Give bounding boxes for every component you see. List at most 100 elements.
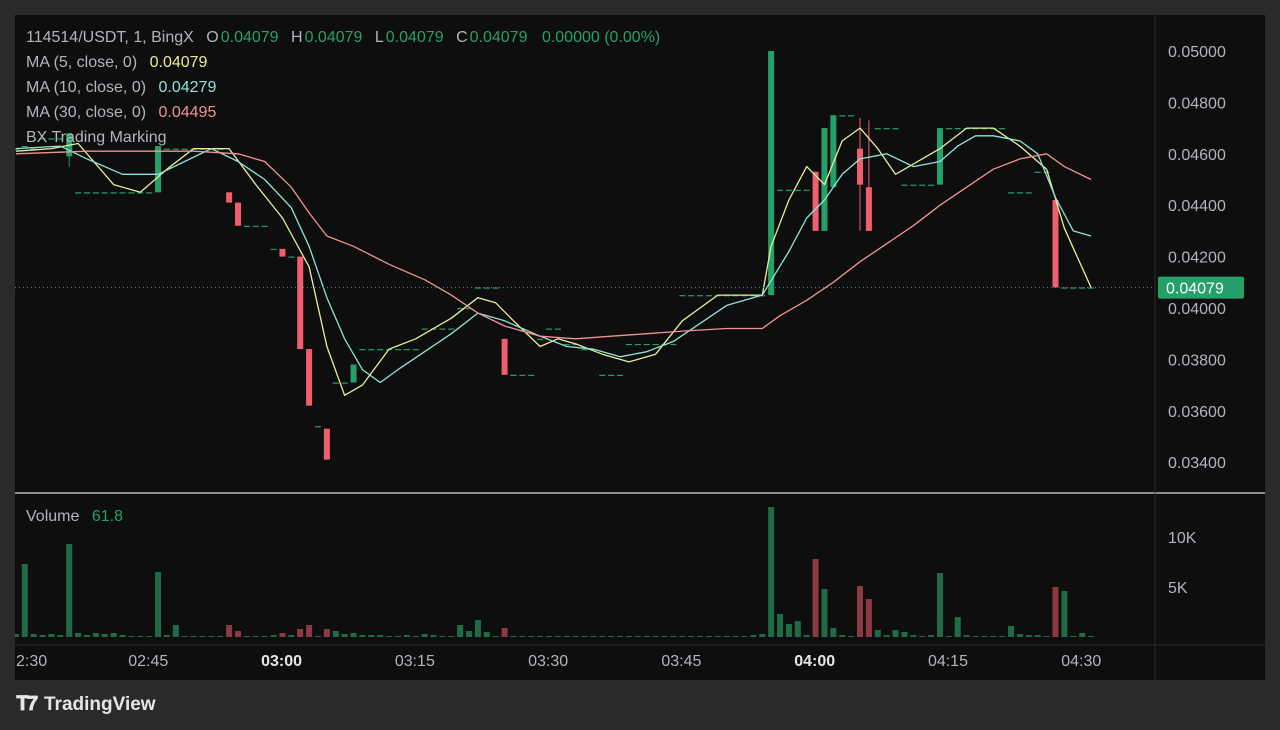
candle-body xyxy=(30,148,37,150)
candle-body xyxy=(501,338,508,375)
ma30-value: 0.04495 xyxy=(158,104,217,121)
volume-bar xyxy=(990,636,997,637)
volume-bar xyxy=(403,635,410,637)
ma30-label: MA (30, close, 0) xyxy=(26,104,147,121)
candle-body xyxy=(1052,200,1059,288)
volume-bar xyxy=(368,635,375,637)
volume-bar xyxy=(306,625,313,637)
candle-body xyxy=(697,295,704,297)
volume-bar xyxy=(288,635,295,637)
volume-bar xyxy=(892,630,899,637)
volume-bar xyxy=(901,632,908,637)
chart-panel[interactable]: 0.05000 0.04800 0.04600 0.04400 0.04200 0.040… xyxy=(15,15,1265,680)
volume-bar xyxy=(412,636,419,637)
volume-bar xyxy=(208,636,215,637)
time-tick-label: 03:45 xyxy=(661,653,701,670)
volume-bar xyxy=(785,624,792,637)
volume-bar xyxy=(137,636,144,637)
ohlc-legend: 114514/USDT, 1, BingX O 0.04079 H 0.04079 … xyxy=(26,29,662,47)
volume-bar xyxy=(243,636,250,637)
candle-body xyxy=(155,146,162,193)
volume-bar xyxy=(421,634,428,637)
low-label: L xyxy=(374,29,384,46)
volume-bar xyxy=(954,617,961,637)
volume-bar xyxy=(270,635,277,637)
volume-bar xyxy=(314,636,321,637)
ma5-legend[interactable]: MA (5, close, 0) 0.04079 xyxy=(26,54,209,72)
price-tick-label: 0.04000 xyxy=(1168,301,1226,318)
bx-marking-legend[interactable]: BX Trading Marking xyxy=(26,129,169,147)
last-price-tag xyxy=(1158,276,1244,299)
volume-bar xyxy=(759,634,766,637)
volume-bar xyxy=(83,635,90,637)
volume-tick-label: 5K xyxy=(1168,580,1188,597)
volume-bar xyxy=(732,636,739,637)
candle-body xyxy=(92,192,99,194)
price-tick-label: 0.04800 xyxy=(1168,95,1226,112)
volume-bar xyxy=(830,628,837,637)
price-tick-label: 0.04600 xyxy=(1168,147,1226,164)
symbol-label[interactable]: 114514/USDT, 1, BingX xyxy=(26,29,194,46)
volume-bar xyxy=(848,636,855,637)
volume-bar xyxy=(563,636,570,637)
ma10-legend[interactable]: MA (10, close, 0) 0.04279 xyxy=(26,79,218,97)
volume-bar xyxy=(617,636,624,637)
candle-body xyxy=(688,295,695,297)
volume-bar xyxy=(261,636,268,637)
candle-body xyxy=(812,171,819,231)
ma5-line xyxy=(15,127,1092,396)
volume-bar xyxy=(688,636,695,637)
tradingview-logo[interactable]: 𝐓𝟕 TradingView xyxy=(16,693,156,716)
volume-bar xyxy=(999,636,1006,637)
volume-bar xyxy=(226,625,233,637)
volume-bar xyxy=(199,636,206,637)
price-tick-label: 0.04200 xyxy=(1168,250,1226,267)
ma5-label: MA (5, close, 0) xyxy=(26,54,138,71)
volume-bar xyxy=(48,634,55,637)
volume-bar xyxy=(483,632,490,637)
candle-body xyxy=(643,343,650,346)
candle-body xyxy=(670,343,677,346)
volume-bar xyxy=(279,633,286,637)
volume-bar xyxy=(466,631,473,637)
time-tick-label: 2:30 xyxy=(16,653,47,670)
candle-body xyxy=(510,374,517,376)
last-price-label: 0.04079 xyxy=(1166,281,1224,298)
volume-legend[interactable]: Volume 61.8 xyxy=(26,508,125,526)
chart-canvas[interactable]: 0.05000 0.04800 0.04600 0.04400 0.04200 0.040… xyxy=(15,15,1265,680)
time-tick-label: 03:15 xyxy=(395,653,435,670)
volume-bar xyxy=(21,564,28,637)
candle-body xyxy=(794,189,801,191)
candle-body xyxy=(163,148,170,150)
volume-bar xyxy=(172,625,179,637)
candle-body xyxy=(483,287,490,289)
volume-bar xyxy=(492,636,499,637)
candle-body xyxy=(306,349,313,406)
candle-body xyxy=(39,138,46,140)
candle-body xyxy=(1016,192,1023,194)
candle-body xyxy=(350,364,357,383)
candle-body xyxy=(865,187,872,231)
candle-body xyxy=(359,349,366,351)
volume-axis: 10K 5K xyxy=(1168,530,1197,597)
candle-body xyxy=(821,128,828,231)
volume-bar xyxy=(581,636,588,637)
volume-bar xyxy=(128,636,135,637)
candlesticks xyxy=(15,50,1095,460)
candle-body xyxy=(128,192,135,194)
candle-body xyxy=(119,192,126,194)
volume-bar xyxy=(1025,635,1032,637)
candle-body xyxy=(332,382,339,384)
candle-body xyxy=(830,115,837,188)
close-value: 0.04079 xyxy=(469,29,528,46)
volume-bar xyxy=(723,636,730,637)
candle-body xyxy=(181,148,188,150)
volume-bar xyxy=(679,636,686,637)
volume-bar xyxy=(75,633,82,637)
candle-body xyxy=(910,184,917,186)
candle-body xyxy=(563,343,570,346)
time-tick-label: 03:00 xyxy=(261,653,302,670)
volume-bar xyxy=(1070,636,1077,637)
ma30-legend[interactable]: MA (30, close, 0) 0.04495 xyxy=(26,104,218,122)
candle-body xyxy=(999,128,1006,130)
